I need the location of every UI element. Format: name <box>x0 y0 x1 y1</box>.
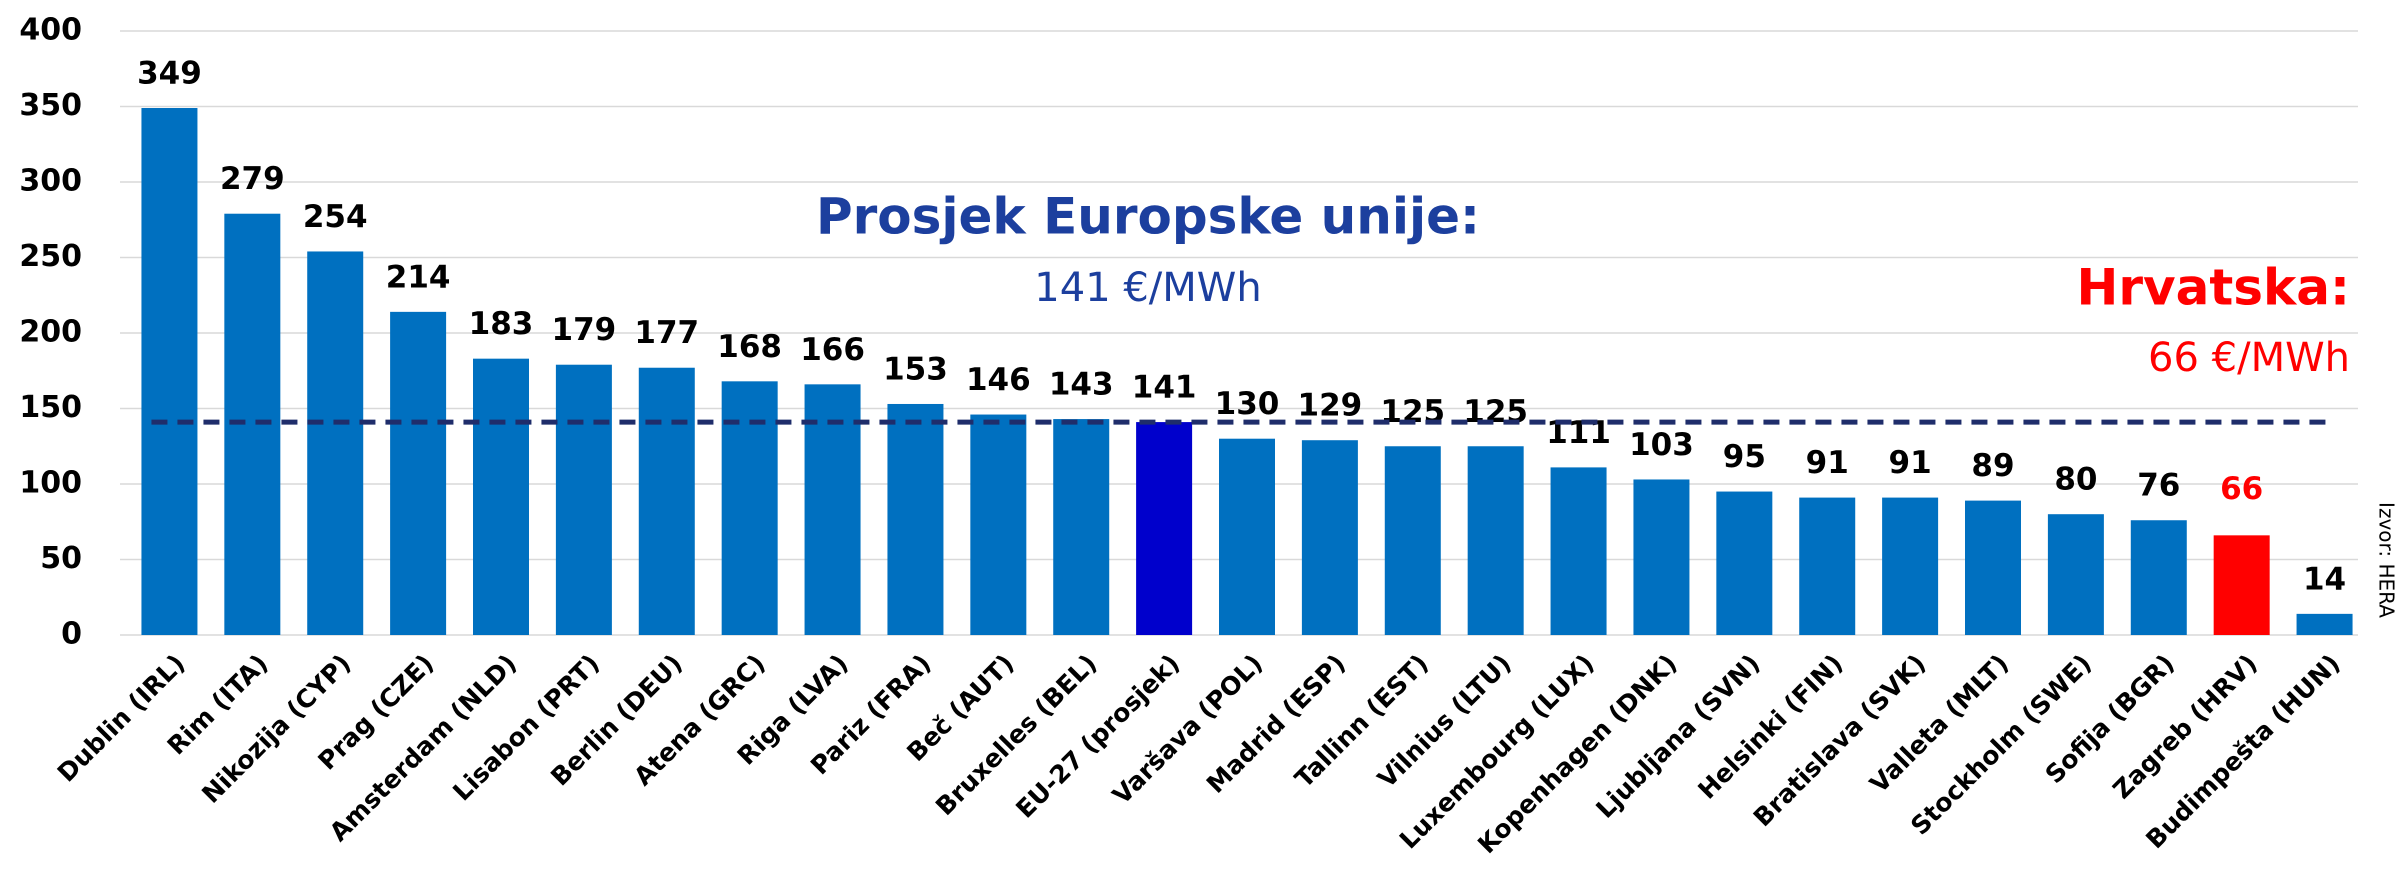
bar <box>555 364 612 635</box>
y-tick-label: 0 <box>61 617 82 652</box>
value-label: 349 <box>137 56 202 92</box>
value-label: 146 <box>966 362 1031 398</box>
x-tick-label: Helsinki (FIN) <box>1692 649 1848 805</box>
value-label: 80 <box>2054 462 2097 498</box>
bar <box>721 381 778 635</box>
bar <box>887 403 944 635</box>
value-label: 130 <box>1215 386 1280 422</box>
value-label: 89 <box>1971 448 2014 484</box>
x-tick-label: Bruxelles (BEL) <box>930 649 1102 821</box>
bar <box>307 251 364 635</box>
value-label: 153 <box>883 351 948 387</box>
y-tick-label: 300 <box>19 164 82 199</box>
eu-average-value: 141 €/MWh <box>1034 265 1261 311</box>
value-label: 91 <box>1806 445 1849 481</box>
value-label: 76 <box>2137 468 2180 504</box>
value-label: 14 <box>2303 561 2346 597</box>
value-label: 254 <box>303 199 368 235</box>
bar <box>2213 535 2270 635</box>
bar <box>1053 419 1110 635</box>
croatia-value: 66 €/MWh <box>2148 335 2350 381</box>
bar <box>2130 520 2187 635</box>
bar <box>1799 497 1856 635</box>
value-label: 166 <box>800 332 865 368</box>
eu-average-title: Prosjek Europske unije: <box>816 188 1480 246</box>
source-note: Izvor: HERA <box>2375 502 2399 618</box>
value-label: 183 <box>469 306 534 342</box>
bar <box>1467 446 1524 635</box>
bar <box>1301 440 1358 635</box>
y-tick-label: 250 <box>19 239 82 274</box>
y-tick-label: 50 <box>40 541 82 576</box>
x-tick-label: Valleta (MLT) <box>1864 649 2014 799</box>
bar <box>1965 500 2021 635</box>
bar <box>1136 422 1193 635</box>
value-label: 129 <box>1298 388 1363 424</box>
bar <box>2296 613 2353 635</box>
x-tick-label: Nikozija (CYP) <box>196 649 356 809</box>
croatia-title: Hrvatska: <box>2077 259 2351 317</box>
value-label: 179 <box>552 312 617 348</box>
bar <box>1384 446 1441 635</box>
y-tick-label: 150 <box>19 390 82 425</box>
x-tick-label: Zagreb (HRV) <box>2107 649 2263 805</box>
y-tick-label: 200 <box>19 315 82 350</box>
bar <box>638 367 695 635</box>
value-label: 168 <box>717 329 782 365</box>
y-tick-label: 400 <box>19 13 82 48</box>
x-tick-label: Varšava (POL) <box>1107 649 1268 810</box>
y-tick-label: 100 <box>19 466 82 501</box>
value-label: 91 <box>1889 445 1932 481</box>
x-tick-label: Lisabon (PRT) <box>447 649 605 807</box>
value-label: 214 <box>386 259 451 295</box>
bar <box>1882 497 1939 635</box>
value-label: 177 <box>634 315 699 351</box>
bar <box>390 311 447 635</box>
bar <box>1716 491 1773 635</box>
bar <box>1550 467 1607 635</box>
value-label: 66 <box>2220 471 2263 507</box>
x-tick-label: Madrid (ESP) <box>1201 649 1351 799</box>
bar <box>970 414 1027 635</box>
value-label: 279 <box>220 161 285 197</box>
bar <box>1219 438 1275 635</box>
y-tick-label: 350 <box>19 88 82 123</box>
value-label: 103 <box>1629 427 1694 463</box>
bar <box>473 358 529 635</box>
bar <box>804 384 861 635</box>
value-label: 143 <box>1049 367 1114 403</box>
bar <box>1633 479 1690 635</box>
value-label: 95 <box>1723 439 1766 475</box>
x-tick-label: Dublin (IRL) <box>52 649 191 788</box>
bar <box>141 108 198 635</box>
bar <box>2047 514 2104 635</box>
value-label: 141 <box>1132 370 1197 406</box>
